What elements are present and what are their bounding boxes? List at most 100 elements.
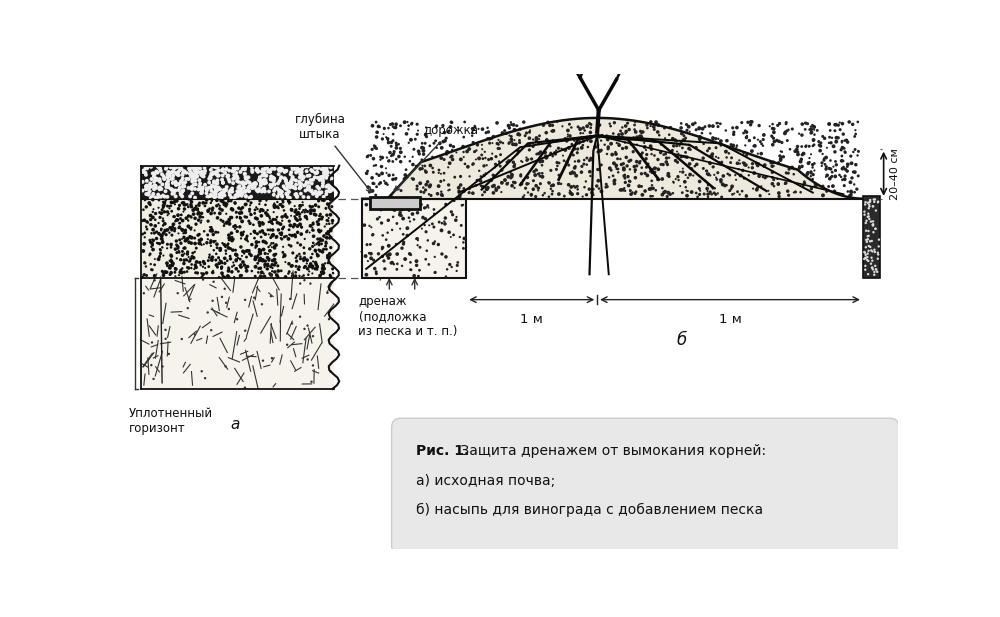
Point — [461, 188, 477, 197]
Point — [817, 159, 833, 169]
Point — [149, 234, 165, 244]
Point — [845, 120, 861, 130]
Point — [300, 355, 316, 365]
Point — [172, 183, 188, 193]
Point — [320, 252, 336, 262]
Point — [825, 162, 841, 172]
Point — [859, 255, 875, 265]
Point — [221, 165, 237, 175]
Point — [176, 259, 192, 268]
Point — [209, 201, 225, 211]
Point — [863, 246, 879, 255]
Point — [319, 162, 335, 172]
Point — [682, 126, 698, 136]
Point — [180, 202, 196, 212]
Point — [222, 176, 238, 186]
Point — [372, 155, 388, 165]
Point — [510, 146, 526, 156]
Point — [225, 234, 241, 244]
Point — [692, 176, 708, 186]
Point — [153, 225, 169, 234]
Point — [477, 147, 493, 157]
Point — [644, 176, 660, 186]
Point — [735, 158, 751, 168]
Point — [267, 243, 283, 253]
Point — [200, 255, 216, 265]
Point — [632, 134, 648, 144]
Point — [310, 234, 326, 244]
Point — [659, 160, 675, 170]
Point — [189, 163, 205, 173]
Point — [154, 205, 170, 215]
Point — [234, 209, 250, 218]
Point — [293, 189, 309, 199]
Point — [802, 125, 818, 135]
Point — [209, 260, 225, 270]
Point — [260, 205, 276, 215]
Text: 1 м: 1 м — [520, 313, 543, 326]
Point — [801, 153, 817, 163]
Point — [570, 189, 586, 199]
Point — [434, 225, 450, 235]
Point — [441, 227, 457, 237]
Point — [202, 172, 218, 181]
Point — [842, 177, 858, 187]
Point — [293, 229, 309, 239]
Point — [144, 182, 160, 192]
Point — [449, 212, 465, 222]
Point — [815, 191, 831, 201]
Point — [467, 123, 483, 133]
Point — [613, 160, 629, 170]
Point — [185, 176, 201, 186]
Point — [209, 170, 225, 180]
Point — [230, 173, 246, 183]
Point — [175, 228, 191, 238]
Point — [706, 188, 722, 198]
Point — [273, 173, 289, 183]
Point — [870, 197, 886, 207]
Point — [256, 268, 272, 278]
Point — [194, 271, 210, 281]
Point — [550, 143, 566, 153]
Point — [365, 230, 381, 239]
Point — [834, 164, 850, 173]
Point — [590, 147, 606, 157]
Point — [214, 205, 230, 215]
Point — [847, 167, 863, 177]
Point — [687, 161, 703, 171]
Point — [263, 174, 279, 184]
Point — [870, 254, 886, 263]
Point — [544, 126, 560, 136]
Point — [494, 128, 510, 138]
Point — [227, 221, 243, 231]
Point — [238, 178, 254, 188]
Point — [305, 241, 321, 251]
Point — [794, 162, 810, 172]
Point — [681, 144, 697, 154]
Point — [201, 183, 217, 193]
Point — [866, 194, 882, 204]
Point — [702, 170, 718, 180]
Point — [170, 228, 186, 238]
Point — [157, 267, 173, 277]
Point — [169, 215, 185, 225]
Point — [146, 177, 162, 187]
Point — [276, 232, 292, 242]
Point — [444, 151, 460, 161]
Text: б: б — [677, 331, 687, 349]
Point — [196, 172, 212, 181]
Point — [442, 141, 458, 151]
Point — [559, 157, 575, 167]
Point — [757, 173, 773, 183]
Point — [839, 162, 855, 172]
Point — [172, 179, 188, 189]
Point — [287, 183, 303, 193]
Point — [223, 228, 239, 238]
Point — [247, 209, 263, 218]
Point — [858, 242, 874, 252]
Point — [220, 171, 236, 181]
Point — [392, 197, 408, 207]
Point — [319, 233, 335, 242]
Point — [273, 233, 289, 243]
Point — [144, 174, 160, 184]
